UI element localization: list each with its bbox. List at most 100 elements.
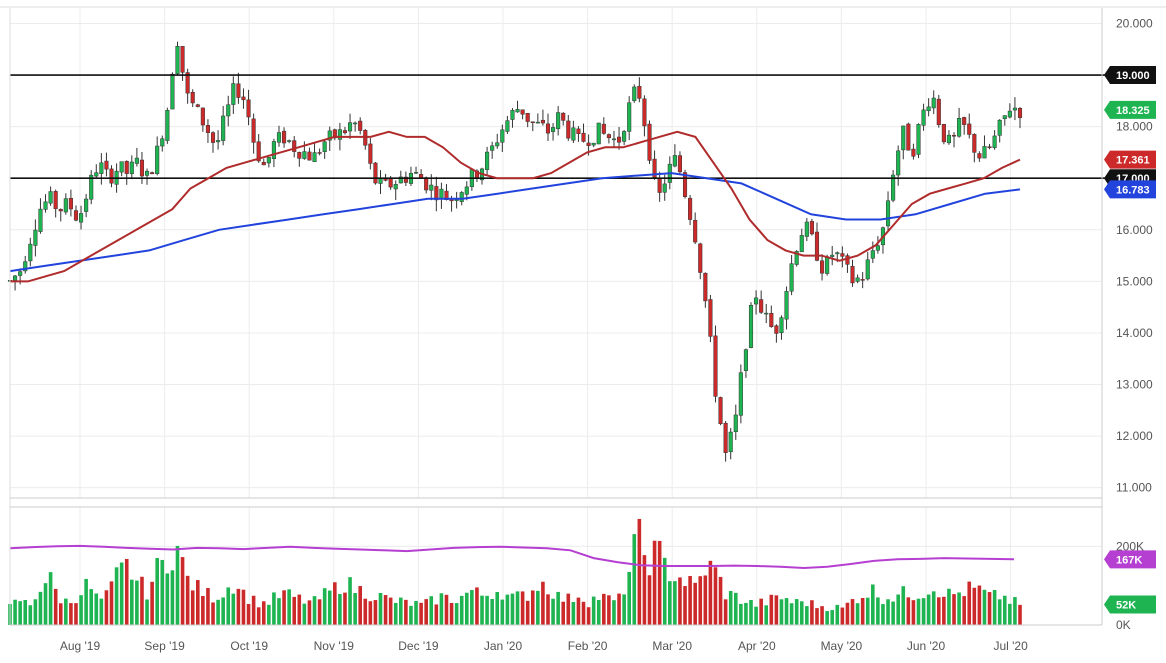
candle-body [459, 192, 464, 202]
volume-bar [749, 599, 753, 625]
candle-body [896, 150, 901, 176]
candle-body [368, 143, 373, 164]
price-tag-badge [1104, 150, 1156, 169]
candle-body [632, 86, 637, 102]
candle-body [139, 159, 145, 177]
volume-bar [449, 602, 454, 625]
candle-body [556, 112, 561, 130]
candle-body [926, 106, 931, 112]
candle-body [1012, 107, 1017, 111]
price-tick-label: 11.000 [1116, 481, 1152, 495]
sma-200-line [9, 172, 1021, 273]
candle-body [266, 157, 271, 164]
candle-body [566, 120, 571, 139]
candle-body [936, 98, 941, 126]
volume-bar [327, 590, 332, 625]
candle-body [231, 83, 236, 105]
candle-body [500, 129, 505, 143]
candle-body [312, 152, 317, 162]
volume-bar [79, 595, 83, 625]
candle-body [241, 96, 246, 101]
volume-bar [69, 603, 73, 625]
candle-body [515, 109, 520, 113]
candle-body [464, 186, 469, 195]
price-tag-label: 19.000 [1116, 70, 1150, 82]
candle-body [276, 132, 282, 143]
volume-bar [170, 570, 175, 625]
volume-bar [338, 594, 342, 625]
candle-body [794, 251, 799, 265]
candle-body [764, 312, 769, 315]
volume-bar [713, 567, 718, 625]
candle-body [155, 145, 160, 174]
candle-body [784, 291, 789, 320]
price-axis-labels: 20.00019.00018.00017.00016.00015.00014.0… [1116, 16, 1153, 494]
volume-bar [957, 592, 961, 625]
volume-bar [637, 518, 642, 625]
price-tag: 52K [1104, 595, 1156, 614]
volume-bar [434, 604, 439, 625]
candle-body [708, 299, 713, 337]
volume-bar [510, 593, 515, 625]
price-tag: 167K [1104, 550, 1156, 569]
candle-body [571, 127, 576, 141]
volume-bar [536, 590, 540, 625]
price-tick-label: 18.000 [1116, 120, 1153, 134]
candle-body [68, 197, 73, 210]
volume-bar [1008, 603, 1012, 625]
candle-body [941, 124, 946, 143]
volume-bar [581, 601, 586, 625]
volume-bar [530, 590, 535, 625]
volume-bar [911, 600, 916, 625]
volume-bar [556, 591, 560, 625]
candle-body [150, 172, 155, 175]
volume-bars [8, 518, 1022, 625]
volume-bar [698, 576, 703, 625]
candle-body [677, 155, 682, 173]
candle-body [144, 170, 150, 176]
candle-body [561, 112, 566, 121]
candle-body [271, 141, 276, 159]
volume-bar [515, 591, 520, 625]
volume-bar [84, 578, 88, 625]
candle-body [43, 201, 48, 210]
volume-bar [876, 597, 880, 625]
volume-bar [226, 587, 231, 625]
candle-body [398, 176, 403, 184]
volume-bar [358, 586, 363, 625]
volume-tick-label: 0K [1116, 618, 1131, 632]
candle-body [53, 191, 58, 209]
volume-bar [739, 603, 743, 625]
candle-body [119, 161, 124, 173]
candle-body [698, 243, 703, 273]
candle-body [413, 171, 419, 174]
candle-body [982, 146, 987, 159]
volume-bar [612, 600, 616, 625]
price-tag-label: 52K [1116, 600, 1136, 612]
volume-bar [855, 603, 860, 625]
candle-body [728, 431, 733, 453]
volume-bar [388, 597, 393, 625]
candle-body [733, 414, 738, 432]
volume-bar [1018, 604, 1022, 625]
volume-bar [475, 587, 479, 625]
volume-bar [424, 599, 428, 625]
volume-bar [952, 594, 956, 625]
volume-bar [109, 581, 114, 625]
volume-bar [89, 589, 94, 625]
date-tick-label: Sep '19 [144, 639, 185, 653]
volume-bar [830, 610, 835, 625]
candle-body [383, 178, 388, 181]
candle-body [490, 145, 495, 151]
candle-body [134, 157, 139, 164]
candle-body [525, 113, 530, 122]
volume-bar [916, 598, 921, 625]
candle-body [327, 130, 332, 141]
volume-bar [165, 573, 170, 625]
volume-axis-labels: 200K 0K [1116, 539, 1144, 632]
candle-body [251, 118, 256, 143]
candle-body [434, 186, 439, 201]
volume-tick-label: 200K [1116, 539, 1144, 553]
candle-body [911, 148, 916, 157]
